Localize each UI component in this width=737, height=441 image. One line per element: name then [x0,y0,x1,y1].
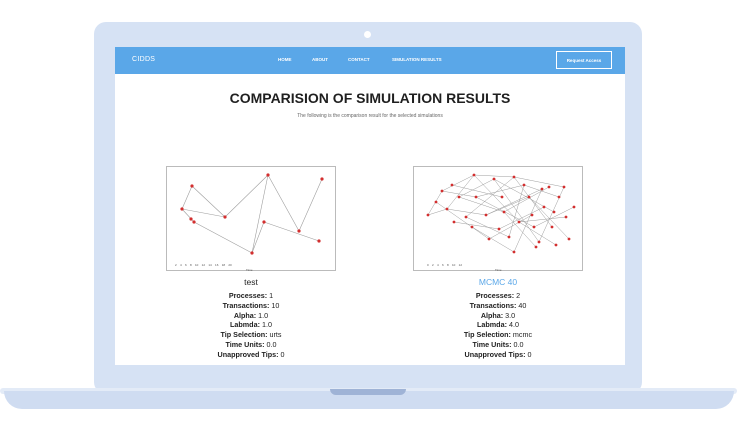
x-ticks-test: 2 4 6 8 10 12 14 16 18 20 [175,263,232,267]
info-row: Labmda: 4.0 [413,320,583,330]
info-label: Processes: [228,291,268,300]
info-value: 1 [269,291,274,300]
info-value: 1.0 [261,320,272,330]
x-label-test: Time [246,268,253,272]
info-label: Alpha: [480,310,504,320]
nav-contact[interactable]: CONTACT [348,57,370,62]
camera-icon [364,31,371,38]
navbar: CIDDS HOME ABOUT CONTACT SIMULATION RESU… [115,47,625,74]
screen: CIDDS HOME ABOUT CONTACT SIMULATION RESU… [115,47,625,365]
nav-about[interactable]: ABOUT [312,57,328,62]
info-row: Processes: 2 [413,291,583,301]
info-label: Labmda: [477,320,507,330]
info-row: Alpha: 1.0 [166,311,336,321]
info-value: 0.0 [513,339,524,349]
info-value: mcmc [512,330,533,340]
info-label: Unapproved Tips: [217,349,279,359]
page-title: COMPARISION OF SIMULATION RESULTS [229,90,511,106]
info-value: 40 [518,300,527,310]
info-label: Alpha: [233,310,257,320]
info-label: Time Units: [472,339,512,349]
info-label: Time Units: [225,339,265,349]
info-row: Time Units: 0.0 [413,340,583,350]
simulation-name-test: test [244,277,258,287]
info-label: Unapproved Tips: [464,349,526,359]
info-label: Processes: [475,291,515,300]
info-label: Transactions: [469,300,517,310]
graph-plot-test [166,166,336,271]
info-value: 10 [271,300,280,310]
info-row: Labmda: 1.0 [166,320,336,330]
graph-svg-mcmc [426,173,576,254]
info-row: Tip Selection: urts [166,330,336,340]
info-label: Tip Selection: [463,330,511,340]
brand-logo[interactable]: CIDDS [132,56,156,63]
request-access-button[interactable]: Request Access [556,51,612,69]
laptop-base [4,391,734,409]
info-row: Transactions: 40 [413,301,583,311]
simulation-info-mcmc: Processes: 2 Transactions: 40 Alpha: 3.0… [413,291,583,360]
info-row: Unapproved Tips: 0 [166,350,336,360]
info-label: Labmda: [230,320,260,330]
info-row: Unapproved Tips: 0 [413,350,583,360]
nav-simulation-results[interactable]: SIMULATION RESULTS [392,57,442,62]
nav-home[interactable]: HOME [278,57,292,62]
graph-svg-test [180,173,324,255]
info-row: Transactions: 10 [166,301,336,311]
info-value: 0.0 [266,339,277,349]
x-ticks-mcmc: 0 2 4 6 8 10 12 [427,263,463,267]
info-label: Transactions: [222,300,270,310]
info-value: 0 [280,349,285,359]
simulation-info-test: Processes: 1 Transactions: 10 Alpha: 1.0… [166,291,336,360]
info-label: Tip Selection: [220,330,268,340]
info-value: 0 [527,349,532,359]
info-row: Time Units: 0.0 [166,340,336,350]
simulation-name-mcmc[interactable]: MCMC 40 [478,277,518,287]
info-value: 1.0 [258,310,269,320]
info-value: urts [269,330,282,340]
info-value: 3.0 [505,310,516,320]
graph-plot-mcmc [413,166,583,271]
info-row: Tip Selection: mcmc [413,330,583,340]
x-label-mcmc: Time [495,268,502,272]
info-value: 2 [516,291,521,300]
info-row: Processes: 1 [166,291,336,301]
page-subtitle: The following is the comparison result f… [297,113,443,119]
info-row: Alpha: 3.0 [413,311,583,321]
laptop-notch [330,389,406,395]
info-value: 4.0 [508,320,519,330]
